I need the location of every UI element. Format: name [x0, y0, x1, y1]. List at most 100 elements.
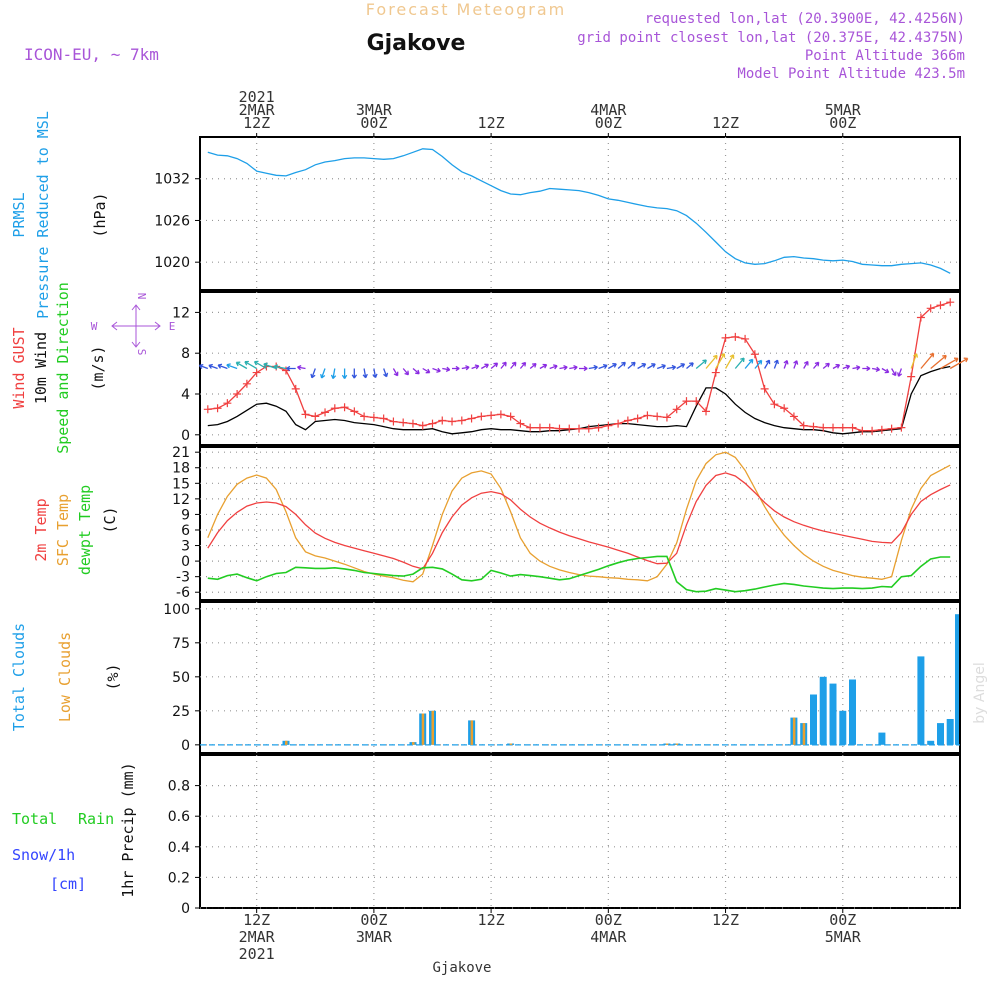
gust-marker	[575, 424, 584, 433]
wind-arrow	[549, 364, 558, 370]
bottom-tick-label: 00Z	[595, 911, 622, 929]
temperature-frame	[199, 446, 961, 601]
wind-arrow	[432, 367, 441, 373]
wind-arrow	[695, 359, 707, 369]
wind-arrow	[686, 362, 694, 369]
gust-marker	[379, 414, 388, 423]
wind-arrow	[920, 352, 935, 369]
wind-ytick-label: 0	[181, 428, 190, 444]
temperature-ytick-label: -3	[176, 570, 190, 586]
wind-arrow	[198, 363, 209, 370]
wind-arrow	[383, 368, 389, 378]
gust-marker	[535, 423, 544, 432]
wind-arrow	[783, 359, 789, 369]
gust-marker	[692, 397, 701, 406]
gust-marker	[233, 390, 242, 398]
clouds-ytick-label: 0	[181, 738, 190, 754]
gust-marker	[252, 368, 261, 377]
wind-arrow	[852, 365, 861, 371]
gust-marker	[819, 423, 828, 432]
gust-marker	[662, 413, 671, 422]
low-cloud-bar	[509, 743, 513, 745]
wind-arrow	[569, 364, 578, 371]
top-tick-label: 3MAR	[356, 101, 393, 119]
wind-arrow	[412, 368, 420, 375]
wind-arrow	[637, 363, 647, 370]
gust-marker	[203, 405, 212, 414]
clouds-ytick-label: 75	[172, 636, 190, 652]
precip-label-cm: [cm]	[50, 875, 86, 893]
gust-marker	[340, 403, 349, 412]
gust-marker	[702, 407, 711, 416]
gust-marker	[408, 419, 417, 428]
wind-ytick-label: 8	[181, 346, 190, 362]
wind-arrow	[519, 361, 527, 369]
gust-marker	[760, 384, 769, 393]
top-tick-label: 2021	[239, 88, 275, 106]
wind-arrow	[529, 362, 537, 369]
temperature-ytick-label: 12	[172, 492, 190, 508]
gust-marker	[477, 412, 486, 421]
wind-arrow	[764, 359, 771, 369]
gust-marker	[389, 417, 398, 426]
gust-marker	[887, 424, 896, 433]
top-tick-label: 12Z	[243, 114, 270, 132]
gust-marker	[789, 412, 798, 421]
gust-marker	[799, 421, 808, 430]
precipitation-frame	[199, 754, 961, 909]
wind-arrow	[930, 354, 947, 369]
top-tick-label: 2MAR	[239, 101, 276, 119]
bottom-tick-label: 12Z	[243, 911, 270, 929]
top-tick-label: 00Z	[595, 114, 622, 132]
gust-marker	[741, 334, 750, 343]
temperature-ytick-label: -6	[176, 585, 190, 601]
footer-location: Gjakove	[432, 960, 491, 976]
gust-marker	[682, 397, 691, 406]
bottom-tick-label: 2021	[239, 945, 275, 963]
precipitation-ytick-label: 0.2	[168, 870, 190, 886]
low-cloud-bar	[802, 723, 806, 745]
wind-arrow	[773, 359, 779, 369]
model-altitude: Model Point Altitude 423.5m	[737, 66, 965, 82]
wind-panel-labels: Wind GUST 10m Wind Speed and Direction (…	[10, 282, 175, 454]
pressure-series	[207, 148, 951, 274]
precip-label-total: Total	[12, 810, 57, 828]
total-cloud-bar	[917, 656, 925, 745]
wind-arrow	[598, 363, 608, 370]
top-tick-label: 5MAR	[825, 101, 862, 119]
wind-arrow	[320, 368, 326, 379]
wind-arrow	[244, 360, 258, 370]
gust-marker	[438, 416, 447, 425]
wind-series	[207, 365, 951, 435]
point-altitude: Point Altitude 366m	[805, 48, 965, 64]
total-cloud-bar	[810, 694, 817, 745]
gust-marker	[643, 411, 652, 420]
top-tick-label: 00Z	[360, 114, 387, 132]
wind-arrow	[813, 361, 820, 369]
bottom-tick-label: 12Z	[478, 911, 505, 929]
gust-marker	[946, 298, 955, 307]
grid-point-coords: grid point closest lon,lat (20.375E, 42.…	[577, 30, 965, 46]
gust-marker	[916, 313, 925, 322]
wind-arrow	[559, 364, 568, 371]
wind-arrow	[480, 363, 489, 370]
clouds-label-total: Total Clouds	[10, 623, 28, 731]
grid-lines	[200, 137, 960, 909]
temp-label-sfc: SFC Temp	[54, 494, 72, 566]
bottom-tick-label: 4MAR	[590, 928, 627, 946]
bottom-tick-label: 00Z	[829, 911, 856, 929]
low-cloud-bar	[665, 743, 669, 745]
pressure-ytick-label: 1026	[154, 213, 190, 229]
wind-arrow	[579, 365, 588, 372]
gust-marker	[448, 417, 457, 426]
y-tick-labels: 10201026103204812-6-30369121518210255075…	[154, 172, 200, 917]
wind-arrow	[940, 357, 959, 370]
temp-label-dewpt: dewpt Temp	[76, 485, 94, 575]
wind-arrow	[310, 368, 316, 379]
pressure-unit: (hPa)	[91, 192, 109, 237]
wind-ytick-label: 4	[181, 387, 190, 403]
sfc-temp-series	[207, 451, 951, 583]
